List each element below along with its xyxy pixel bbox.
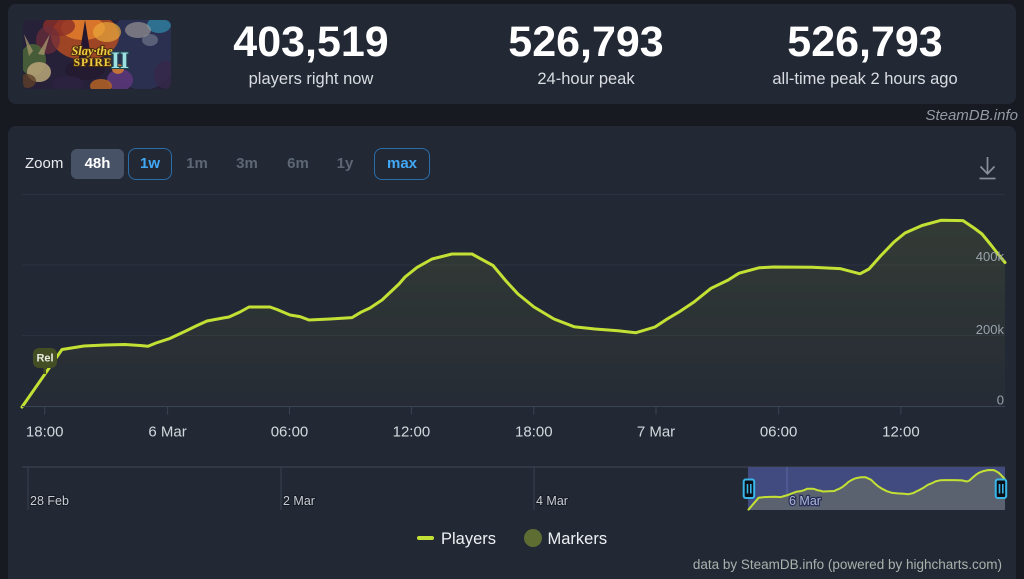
svg-text:6 Mar: 6 Mar (148, 424, 186, 441)
svg-text:06:00: 06:00 (760, 424, 798, 441)
svg-text:4 Mar: 4 Mar (536, 494, 568, 508)
svg-text:2 Mar: 2 Mar (283, 494, 315, 508)
svg-text:400k: 400k (976, 249, 1005, 264)
svg-text:Rel: Rel (36, 353, 53, 365)
svg-text:7 Mar: 7 Mar (637, 424, 675, 441)
svg-text:Slay·the: Slay·the (71, 44, 113, 58)
svg-text:06:00: 06:00 (271, 424, 309, 441)
svg-text:6 Mar: 6 Mar (789, 494, 821, 508)
svg-text:18:00: 18:00 (26, 424, 64, 441)
svg-text:0: 0 (997, 393, 1004, 408)
svg-text:18:00: 18:00 (515, 424, 553, 441)
svg-text:II: II (111, 48, 129, 73)
svg-text:28 Feb: 28 Feb (30, 494, 69, 508)
svg-text:SPIRE: SPIRE (74, 57, 113, 69)
svg-text:12:00: 12:00 (882, 424, 920, 441)
svg-text:12:00: 12:00 (393, 424, 431, 441)
svg-text:200k: 200k (976, 322, 1005, 337)
